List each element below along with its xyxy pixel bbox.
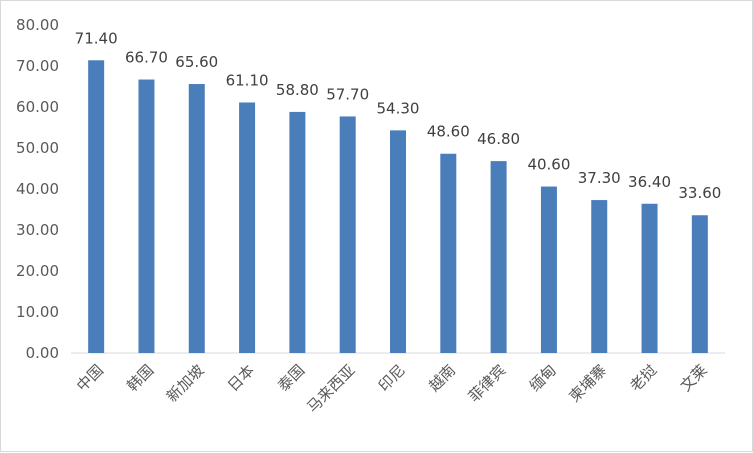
- category-label: 老挝: [626, 361, 660, 395]
- data-label: 33.60: [678, 184, 721, 202]
- y-tick-label: 0.00: [26, 344, 59, 362]
- bar: [390, 130, 406, 353]
- category-label: 泰国: [274, 361, 308, 395]
- data-label: 46.80: [477, 130, 520, 148]
- category-label: 新加坡: [163, 361, 208, 406]
- bar: [641, 203, 658, 353]
- bar: [188, 84, 205, 353]
- y-tick-label: 70.00: [16, 57, 59, 75]
- bar: [88, 60, 105, 353]
- category-label: 中国: [73, 361, 107, 395]
- category-label: 印尼: [375, 361, 409, 395]
- bar: [440, 153, 457, 353]
- data-label: 66.70: [125, 49, 168, 67]
- data-label: 61.10: [226, 71, 269, 89]
- data-label: 48.60: [427, 123, 470, 141]
- category-label: 韩国: [123, 361, 157, 395]
- bar: [490, 161, 507, 353]
- data-label: 58.80: [276, 81, 319, 99]
- category-label: 日本: [224, 361, 258, 395]
- y-tick-label: 40.00: [16, 180, 59, 198]
- data-label: 65.60: [175, 53, 218, 71]
- bar: [239, 102, 256, 354]
- data-label: 71.40: [75, 29, 118, 47]
- bar: [339, 116, 356, 354]
- data-label: 57.70: [326, 85, 369, 103]
- category-label: 文莱: [677, 361, 711, 395]
- category-label: 马来西亚: [303, 361, 358, 416]
- category-label: 缅甸: [526, 361, 560, 395]
- data-labels: 71.40 66.70 65.60 61.10 58.80 57.70 54.30 48.60…: [75, 29, 722, 202]
- category-label: 越南: [425, 361, 459, 395]
- data-label: 54.30: [377, 99, 420, 117]
- data-label: 37.30: [578, 169, 621, 187]
- y-tick-label: 30.00: [16, 221, 59, 239]
- category-label: 柬埔寨: [566, 361, 611, 406]
- y-axis: 0.00 10.00 20.00 30.00 40.00 50.00 60.00 70.00 8…: [16, 16, 59, 362]
- bar: [289, 111, 306, 353]
- category-label: 菲律宾: [465, 361, 510, 406]
- bar: [691, 215, 708, 353]
- bars: [88, 60, 708, 354]
- bar: [591, 200, 608, 353]
- bar: [138, 79, 155, 353]
- y-tick-label: 20.00: [16, 262, 59, 280]
- data-label: 40.60: [527, 156, 570, 174]
- bar: [540, 186, 557, 353]
- y-tick-label: 50.00: [16, 139, 59, 157]
- y-tick-label: 80.00: [16, 16, 59, 34]
- y-tick-label: 10.00: [16, 303, 59, 321]
- data-label: 36.40: [628, 173, 671, 191]
- y-tick-label: 60.00: [16, 98, 59, 116]
